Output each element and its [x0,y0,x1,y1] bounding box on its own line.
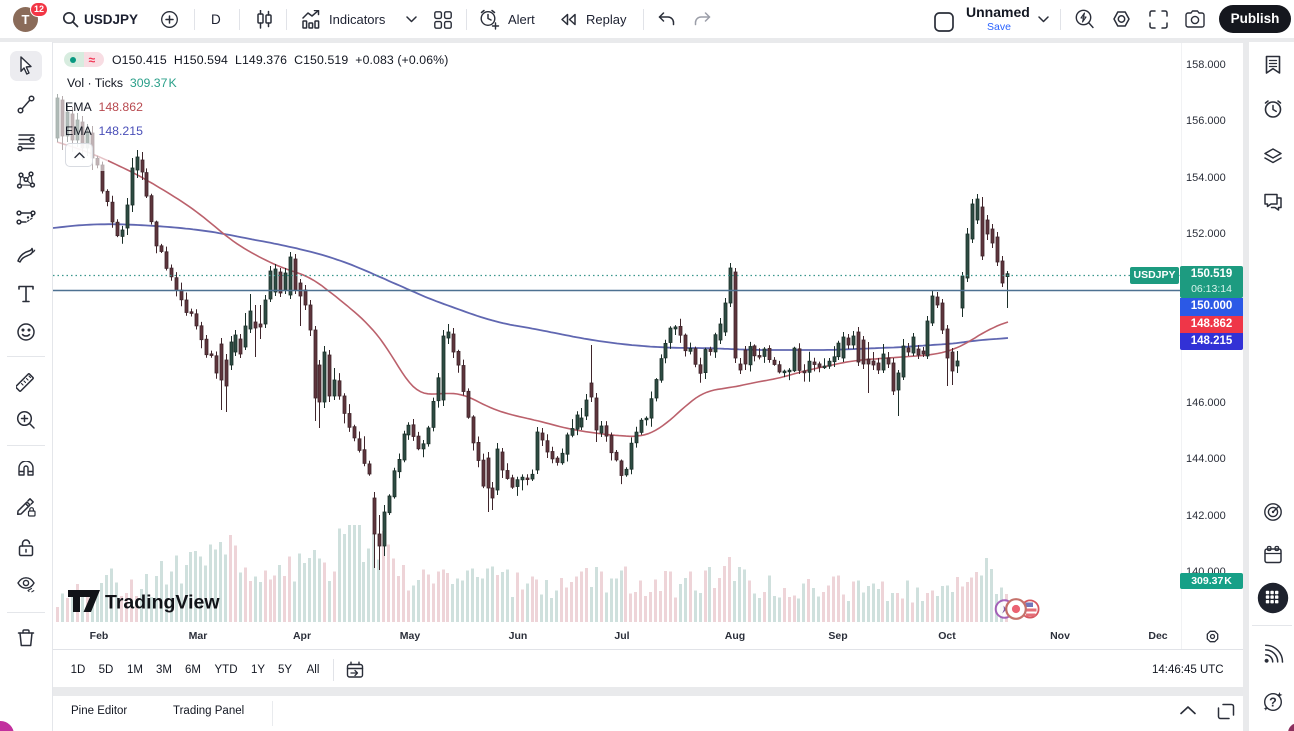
svg-text:?: ? [1269,696,1277,710]
svg-text:TradingView: TradingView [105,592,220,614]
